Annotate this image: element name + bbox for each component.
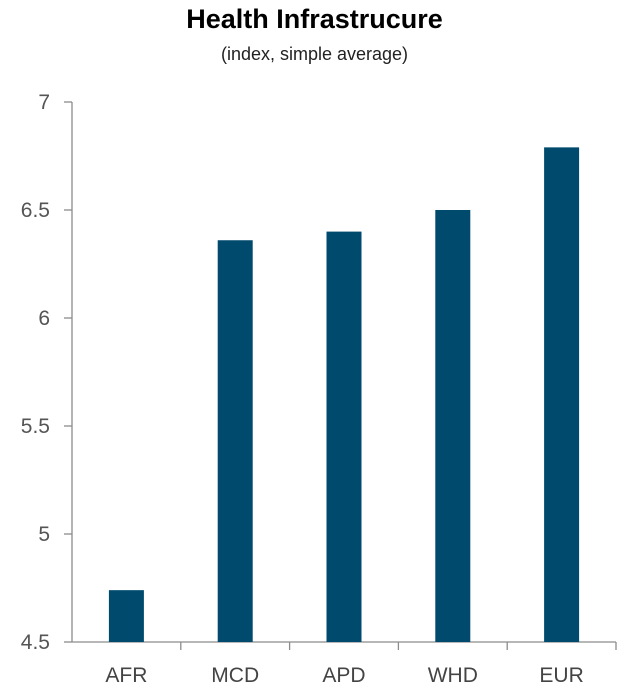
- y-tick-label: 6: [38, 307, 50, 330]
- bar-mcd: [217, 240, 253, 643]
- bar-whd: [435, 210, 471, 642]
- x-category-label: AFR: [105, 664, 147, 687]
- y-tick-label: 6.5: [21, 199, 50, 222]
- y-tick-label: 7: [38, 91, 50, 114]
- x-category-label: EUR: [539, 664, 583, 687]
- bar-afr: [108, 590, 144, 642]
- bar-apd: [326, 231, 362, 642]
- x-category-label: WHD: [428, 664, 478, 687]
- x-category-label: MCD: [211, 664, 259, 687]
- y-tick-label: 4.5: [21, 631, 50, 654]
- bar-eur: [544, 147, 580, 643]
- chart-subtitle: (index, simple average): [220, 44, 409, 64]
- y-tick-label: 5.5: [21, 415, 50, 438]
- chart-title: Health Infrastrucure: [186, 4, 443, 34]
- y-tick-label: 5: [38, 523, 50, 546]
- x-category-label: APD: [322, 664, 365, 687]
